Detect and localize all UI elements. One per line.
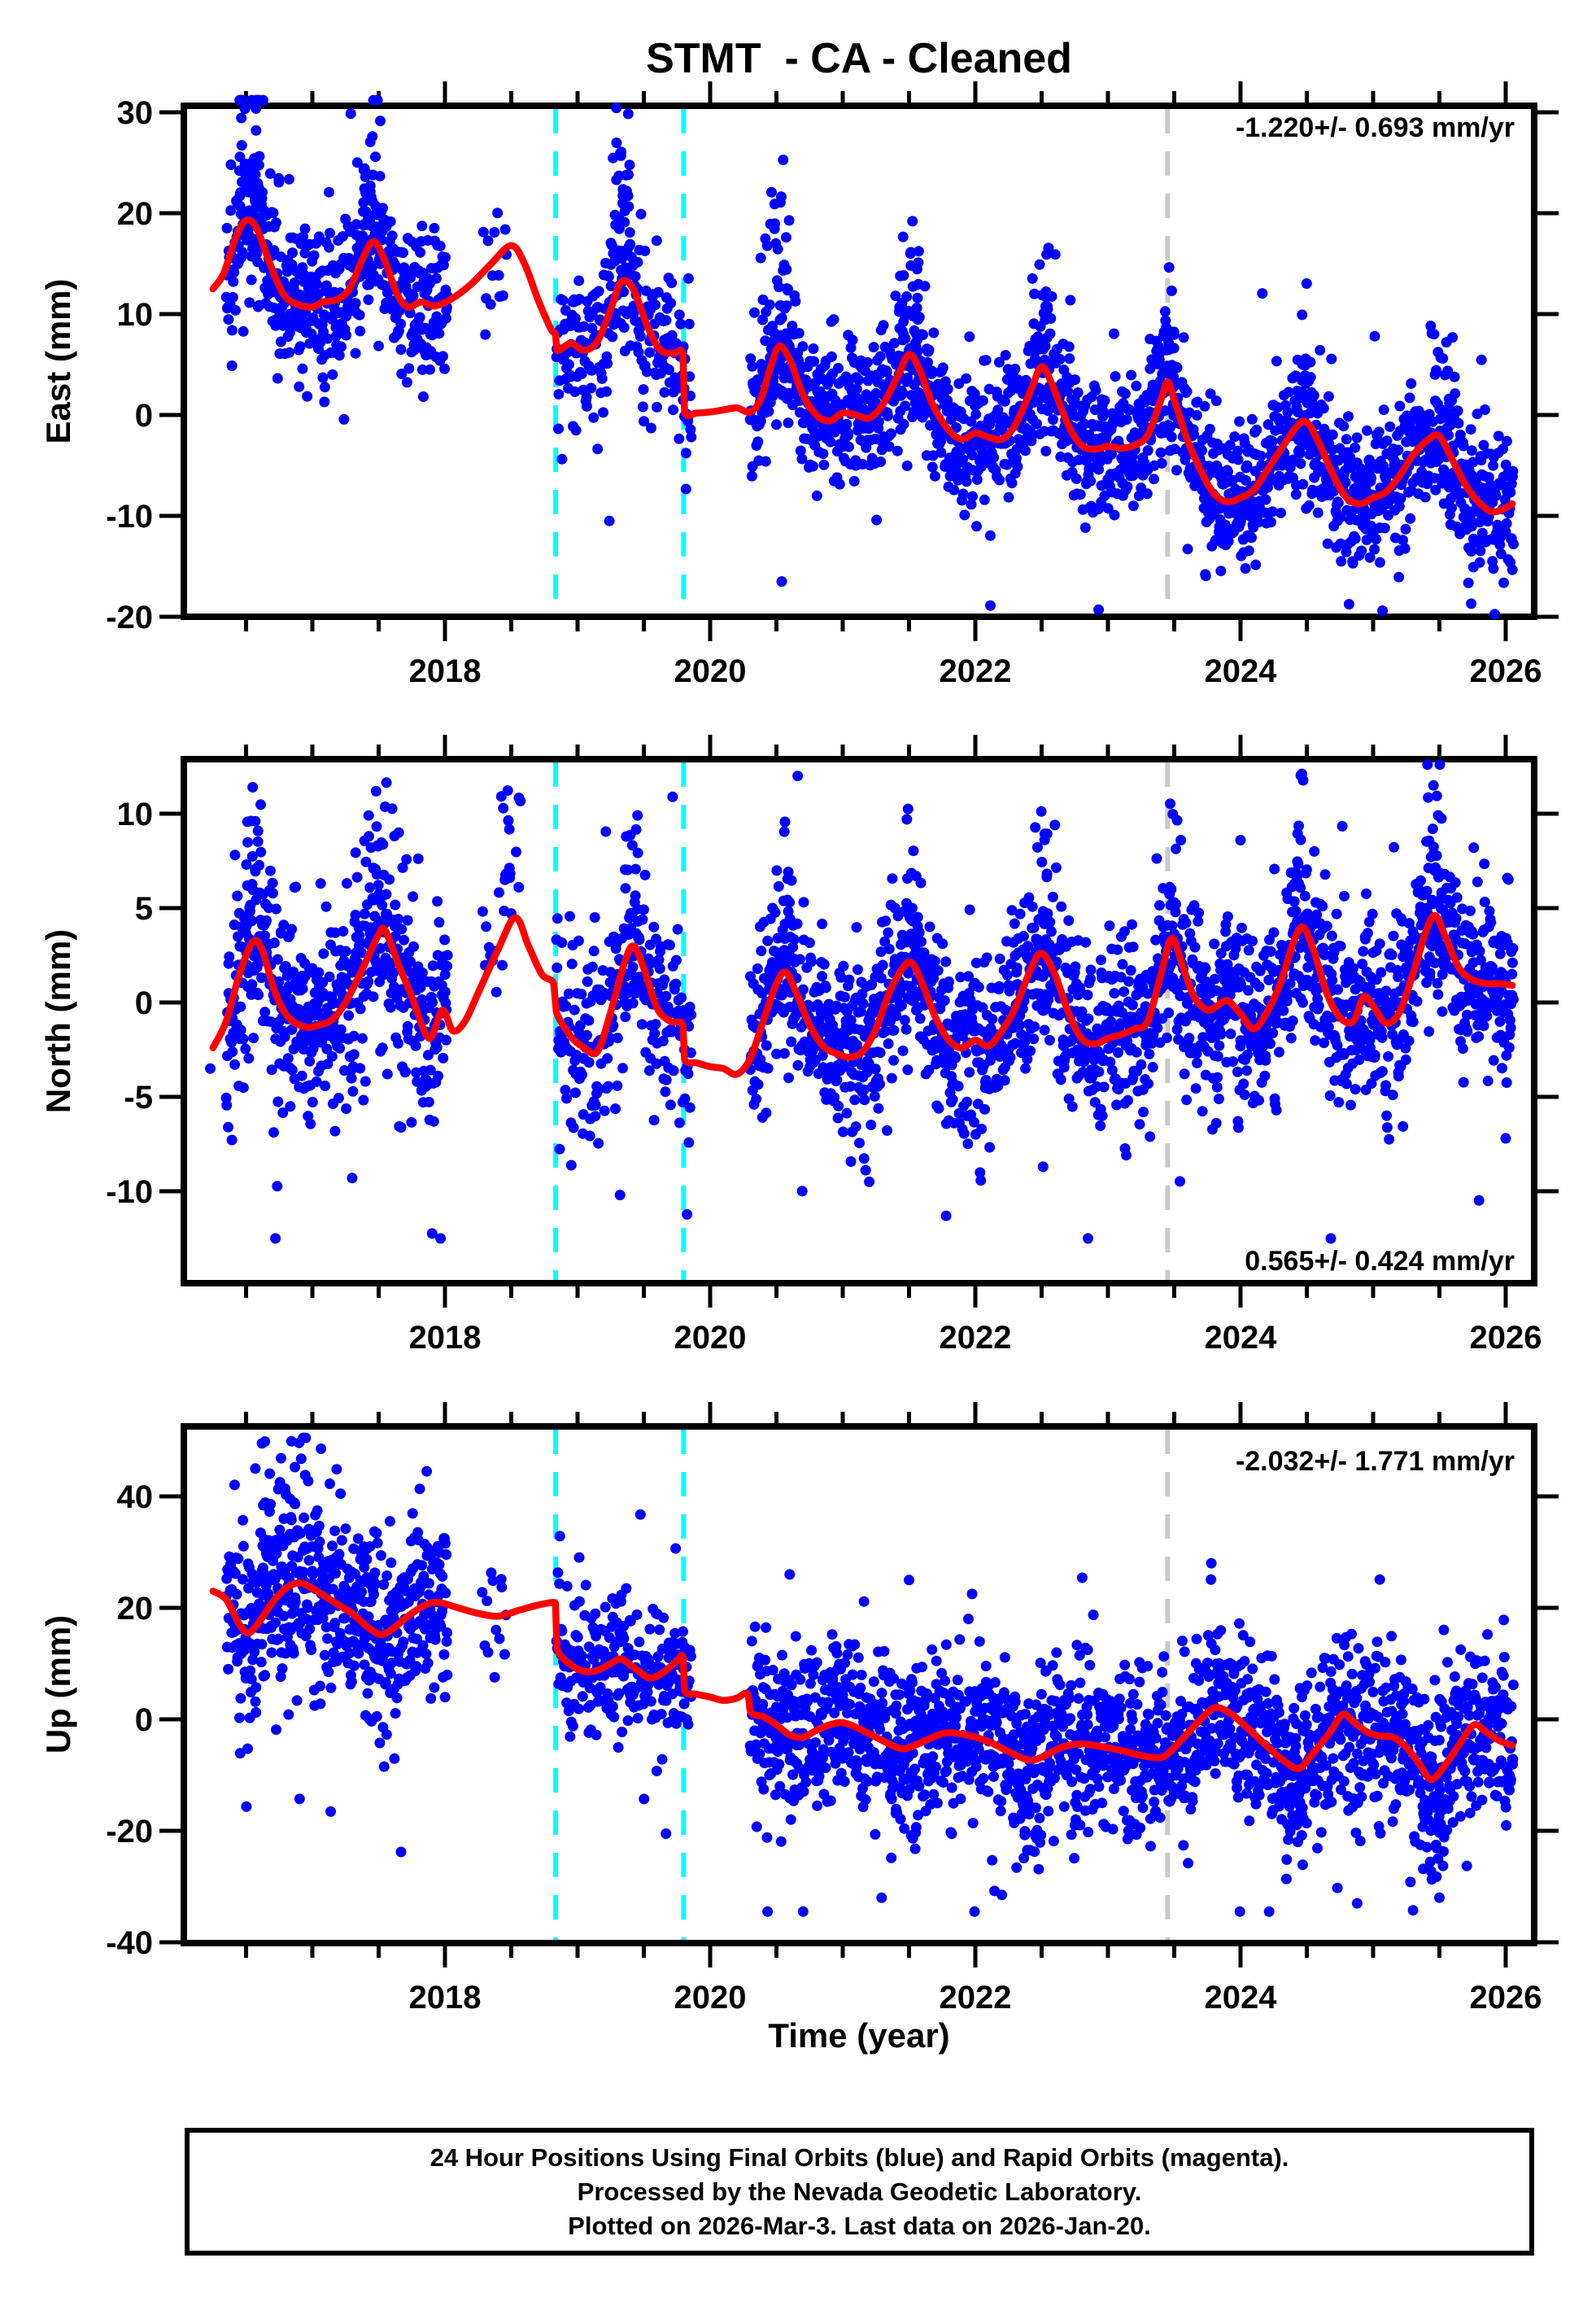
outlier-point [1049, 819, 1061, 831]
y-tick-label: 20 [117, 1591, 154, 1627]
up-rate-annotation: -2.032+/- 1.771 mm/yr [1235, 1446, 1515, 1477]
x-tick-label: 2022 [940, 653, 1012, 689]
up-axis-title: Up (mm) [39, 1614, 77, 1754]
x-tick-label: 2018 [409, 653, 482, 689]
outlier-point [205, 1063, 216, 1074]
axis-tick-labels: 2018 2020 2022 2024 2026 30 20 10 0 -10 -20 [106, 95, 1541, 689]
x-tick-label: 2026 [1470, 1980, 1542, 2016]
trend-line [209, 1579, 1516, 1784]
trend-line [209, 216, 1516, 516]
outlier-point [250, 1463, 261, 1474]
up-panel: 2018 2020 2022 2024 2026 40 20 0 -20 -40 [106, 1402, 1559, 2016]
x-tick-label: 2022 [940, 1980, 1012, 2016]
caption-box: 24 Hour Positions Using Final Orbits (bl… [185, 2128, 1534, 2256]
outlier-point [996, 1889, 1008, 1901]
caption-line-plotted: Plotted on 2026-Mar-3. Last data on 2026… [568, 2211, 1151, 2240]
y-tick-label: -10 [106, 1174, 153, 1210]
north-axis-title: North (mm) [39, 928, 77, 1114]
outlier-point [1235, 835, 1246, 845]
scatter-layer [220, 1432, 1519, 1917]
y-tick-label: 0 [135, 985, 153, 1021]
x-tick-label: 2026 [1470, 1320, 1542, 1356]
panel-frame [181, 103, 1537, 620]
outlier-point [1206, 1557, 1217, 1569]
x-tick-label: 2020 [674, 1980, 747, 2016]
panel-frame [181, 756, 1537, 1286]
x-tick-label: 2020 [674, 653, 747, 689]
x-tick-label: 2024 [1205, 653, 1278, 689]
x-tick-label: 2018 [409, 1320, 482, 1356]
north-panel: 2018 2020 2022 2024 2026 10 5 0 -5 -10 [106, 735, 1559, 1356]
outlier-point [1487, 556, 1498, 567]
panel-frame [181, 1423, 1537, 1946]
x-tick-label: 2020 [674, 1320, 747, 1356]
caption-line-processed: Processed by the Nevada Geodetic Laborat… [577, 2177, 1142, 2206]
north-rate-annotation: 0.565+/- 0.424 mm/yr [1245, 1246, 1515, 1277]
outlier-point [1500, 1133, 1511, 1144]
outlier-point [1434, 1892, 1445, 1903]
outlier-point [1093, 604, 1105, 615]
outlier-point [294, 1437, 305, 1448]
east-rate-annotation: -1.220+/- 0.693 mm/yr [1235, 112, 1515, 143]
y-tick-label: 20 [117, 196, 154, 232]
y-tick-label: 30 [117, 95, 154, 131]
x-axis-title: Time (year) [768, 2016, 950, 2055]
outlier-point [347, 1173, 358, 1184]
page-title: STMT - CA - Cleaned [646, 35, 1072, 82]
outlier-point [294, 381, 305, 392]
x-tick-label: 2018 [409, 1980, 482, 2016]
y-tick-label: -40 [106, 1925, 153, 1961]
outlier-point [247, 782, 259, 793]
caption-line-orbits: 24 Hour Positions Using Final Orbits (bl… [430, 2142, 1289, 2172]
y-tick-label: 40 [117, 1479, 154, 1515]
y-tick-label: 0 [135, 398, 153, 434]
outlier-point [940, 1210, 952, 1221]
scatter-layer [205, 759, 1519, 1244]
axis-ticks [159, 1402, 1559, 1968]
outlier-point [1466, 598, 1477, 609]
outlier-point [1427, 823, 1438, 835]
outlier-point [904, 1574, 914, 1586]
y-tick-label: 10 [117, 797, 154, 832]
outlier-point [604, 515, 615, 526]
axis-tick-labels: 2018 2020 2022 2024 2026 10 5 0 -5 -10 [106, 797, 1541, 1356]
outlier-point [250, 815, 261, 827]
outlier-point [256, 1438, 268, 1449]
x-tick-label: 2024 [1205, 1320, 1278, 1356]
y-tick-label: 0 [135, 1702, 153, 1738]
y-tick-label: -10 [106, 499, 153, 535]
outlier-point [1351, 1898, 1363, 1909]
outlier-point [864, 1176, 875, 1187]
scatter-layer [220, 94, 1519, 620]
trend-line [209, 911, 1516, 1078]
x-tick-label: 2026 [1470, 653, 1542, 689]
y-tick-label: -5 [124, 1080, 153, 1116]
outlier-point [784, 1569, 796, 1580]
y-tick-label: -20 [106, 1814, 153, 1850]
axis-tick-labels: 2018 2020 2022 2024 2026 40 20 0 -20 -40 [106, 1479, 1541, 2016]
y-tick-label: -20 [106, 600, 153, 635]
x-tick-label: 2022 [940, 1320, 1012, 1356]
outlier-point [776, 576, 787, 587]
y-tick-label: 10 [117, 297, 154, 333]
east-axis-title: East (mm) [39, 278, 77, 444]
outlier-point [614, 1190, 626, 1201]
y-tick-label: 5 [135, 891, 153, 927]
outlier-point [792, 771, 804, 782]
outlier-point [1175, 835, 1187, 845]
axis-ticks [159, 735, 1559, 1308]
east-panel: 2018 2020 2022 2024 2026 30 20 10 0 -10 -20 [106, 81, 1559, 689]
x-tick-label: 2024 [1205, 1980, 1278, 2016]
